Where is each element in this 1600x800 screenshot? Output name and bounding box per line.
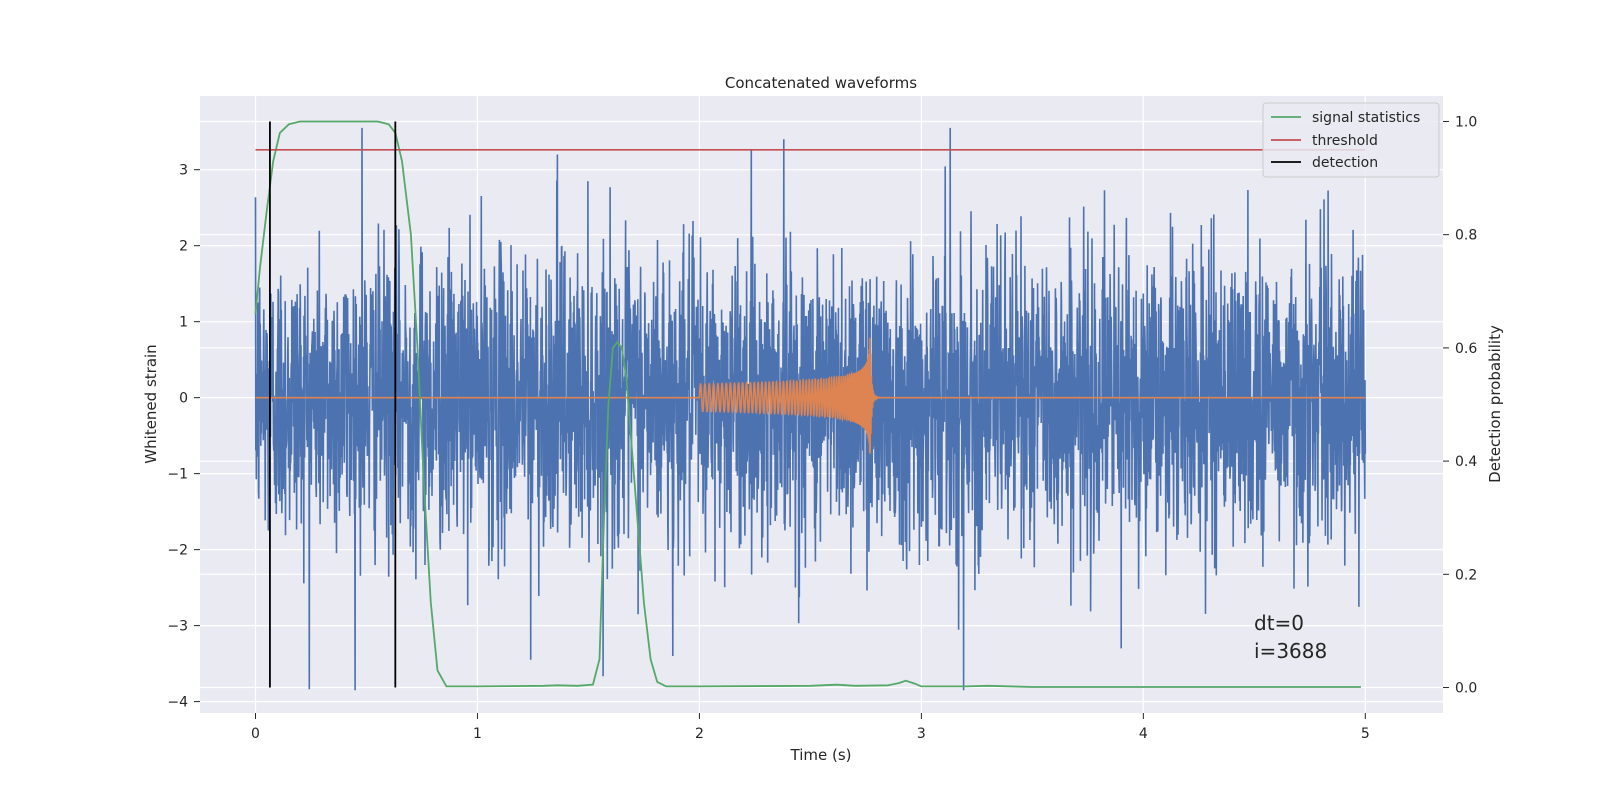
x-tick-label-3: 3 [917, 726, 926, 742]
y-axis-label: Whitened strain [142, 344, 160, 463]
y2-tick-label-2: 0.4 [1455, 454, 1477, 470]
x-tick-label-5: 5 [1361, 726, 1370, 742]
chart-title: Concatenated waveforms [725, 74, 917, 92]
x-axis-ticks: 0 1 2 3 4 5 [251, 713, 1370, 742]
right-axis-ticks: 0.0 0.2 0.4 0.6 0.8 1.0 [1443, 114, 1477, 697]
x-tick-label-0: 0 [251, 726, 260, 742]
legend-box [1262, 102, 1440, 178]
annotation-dt: dt=0 [1254, 611, 1304, 635]
y-tick-label-3: −1 [167, 467, 188, 483]
y-tick-label-7: 3 [179, 163, 188, 179]
detection-lines [269, 121, 397, 688]
y-tick-label-1: −3 [167, 619, 188, 635]
x-tick-label-4: 4 [1139, 726, 1148, 742]
annotation-index: i=3688 [1254, 639, 1327, 663]
y2-axis-label: Detection probability [1486, 325, 1504, 483]
legend: signal statistics threshold detection [1262, 102, 1440, 178]
y-tick-label-6: 2 [179, 239, 188, 255]
y2-tick-label-1: 0.2 [1455, 567, 1477, 583]
y2-tick-label-5: 1.0 [1455, 114, 1477, 130]
waveform-series-line [255, 337, 1366, 454]
y2-tick-label-0: 0.0 [1455, 681, 1477, 697]
y-tick-label-0: −4 [167, 695, 188, 711]
legend-label-detection: detection [1312, 155, 1378, 171]
y2-tick-label-3: 0.6 [1455, 341, 1477, 357]
left-axis-ticks: −4 −3 −2 −1 0 1 2 3 [167, 163, 200, 711]
noise-series-line [254, 127, 1367, 691]
signal-statistics-line [254, 120, 1361, 688]
y-tick-label-5: 1 [179, 315, 188, 331]
x-axis-label: Time (s) [790, 746, 852, 764]
y-tick-label-2: −2 [167, 543, 188, 559]
y2-tick-label-4: 0.8 [1455, 228, 1477, 244]
legend-label-signal-statistics: signal statistics [1312, 110, 1420, 126]
x-tick-label-1: 1 [473, 726, 482, 742]
x-tick-label-2: 2 [695, 726, 704, 742]
y-tick-label-4: 0 [179, 391, 188, 407]
legend-label-threshold: threshold [1312, 133, 1378, 149]
